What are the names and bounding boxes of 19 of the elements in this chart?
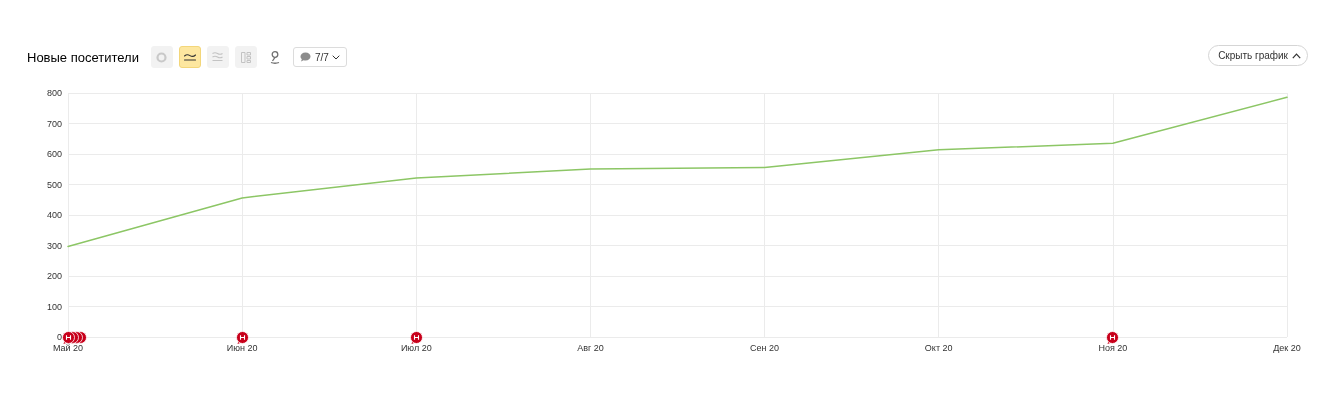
y-tick-label: 400	[46, 210, 62, 220]
y-tick-label: 200	[46, 271, 62, 281]
x-tick-label: Май 20	[52, 342, 84, 353]
y-tick-label: 700	[46, 118, 62, 129]
chart-title: Новые посетители	[27, 49, 139, 65]
x-tick-label: Июл 20	[400, 342, 432, 353]
y-tick-label: 600	[46, 149, 62, 159]
y-tick-label: 500	[46, 179, 62, 190]
x-tick-label: Ноя 20	[1098, 342, 1128, 353]
x-tick-label: Сен 20	[750, 342, 780, 353]
x-tick-label: Дек 20	[1273, 342, 1301, 353]
x-tick-label: Окт 20	[924, 342, 953, 353]
y-tick-label: 100	[46, 301, 62, 312]
x-tick-label: Авг 20	[577, 342, 604, 353]
y-tick-label: 300	[46, 240, 62, 251]
y-tick-label: 800	[46, 88, 62, 98]
notes-dropdown: 7/7	[292, 47, 347, 67]
y-tick-label: 0	[56, 332, 62, 342]
x-tick-label: Июн 20	[226, 342, 258, 353]
